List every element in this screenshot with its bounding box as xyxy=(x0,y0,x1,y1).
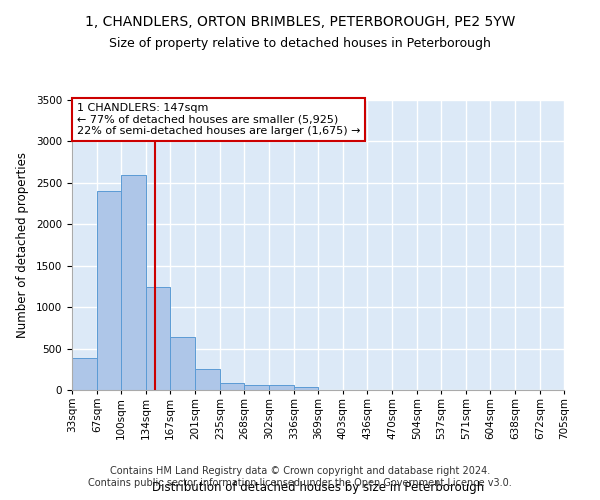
Bar xyxy=(244,385,269,390)
Bar xyxy=(72,358,97,390)
Text: Contains HM Land Registry data © Crown copyright and database right 2024.
Contai: Contains HM Land Registry data © Crown c… xyxy=(88,466,512,487)
Bar xyxy=(269,385,294,390)
Bar xyxy=(170,337,195,390)
Bar xyxy=(146,288,170,390)
Y-axis label: Number of detached properties: Number of detached properties xyxy=(16,152,29,338)
Bar xyxy=(195,369,220,390)
X-axis label: Distribution of detached houses by size in Peterborough: Distribution of detached houses by size … xyxy=(152,480,484,494)
Bar xyxy=(97,191,121,390)
Text: Size of property relative to detached houses in Peterborough: Size of property relative to detached ho… xyxy=(109,38,491,51)
Bar xyxy=(220,382,244,390)
Text: 1 CHANDLERS: 147sqm
← 77% of detached houses are smaller (5,925)
22% of semi-det: 1 CHANDLERS: 147sqm ← 77% of detached ho… xyxy=(77,103,361,136)
Text: 1, CHANDLERS, ORTON BRIMBLES, PETERBOROUGH, PE2 5YW: 1, CHANDLERS, ORTON BRIMBLES, PETERBOROU… xyxy=(85,15,515,29)
Bar xyxy=(294,386,318,390)
Bar xyxy=(121,174,146,390)
